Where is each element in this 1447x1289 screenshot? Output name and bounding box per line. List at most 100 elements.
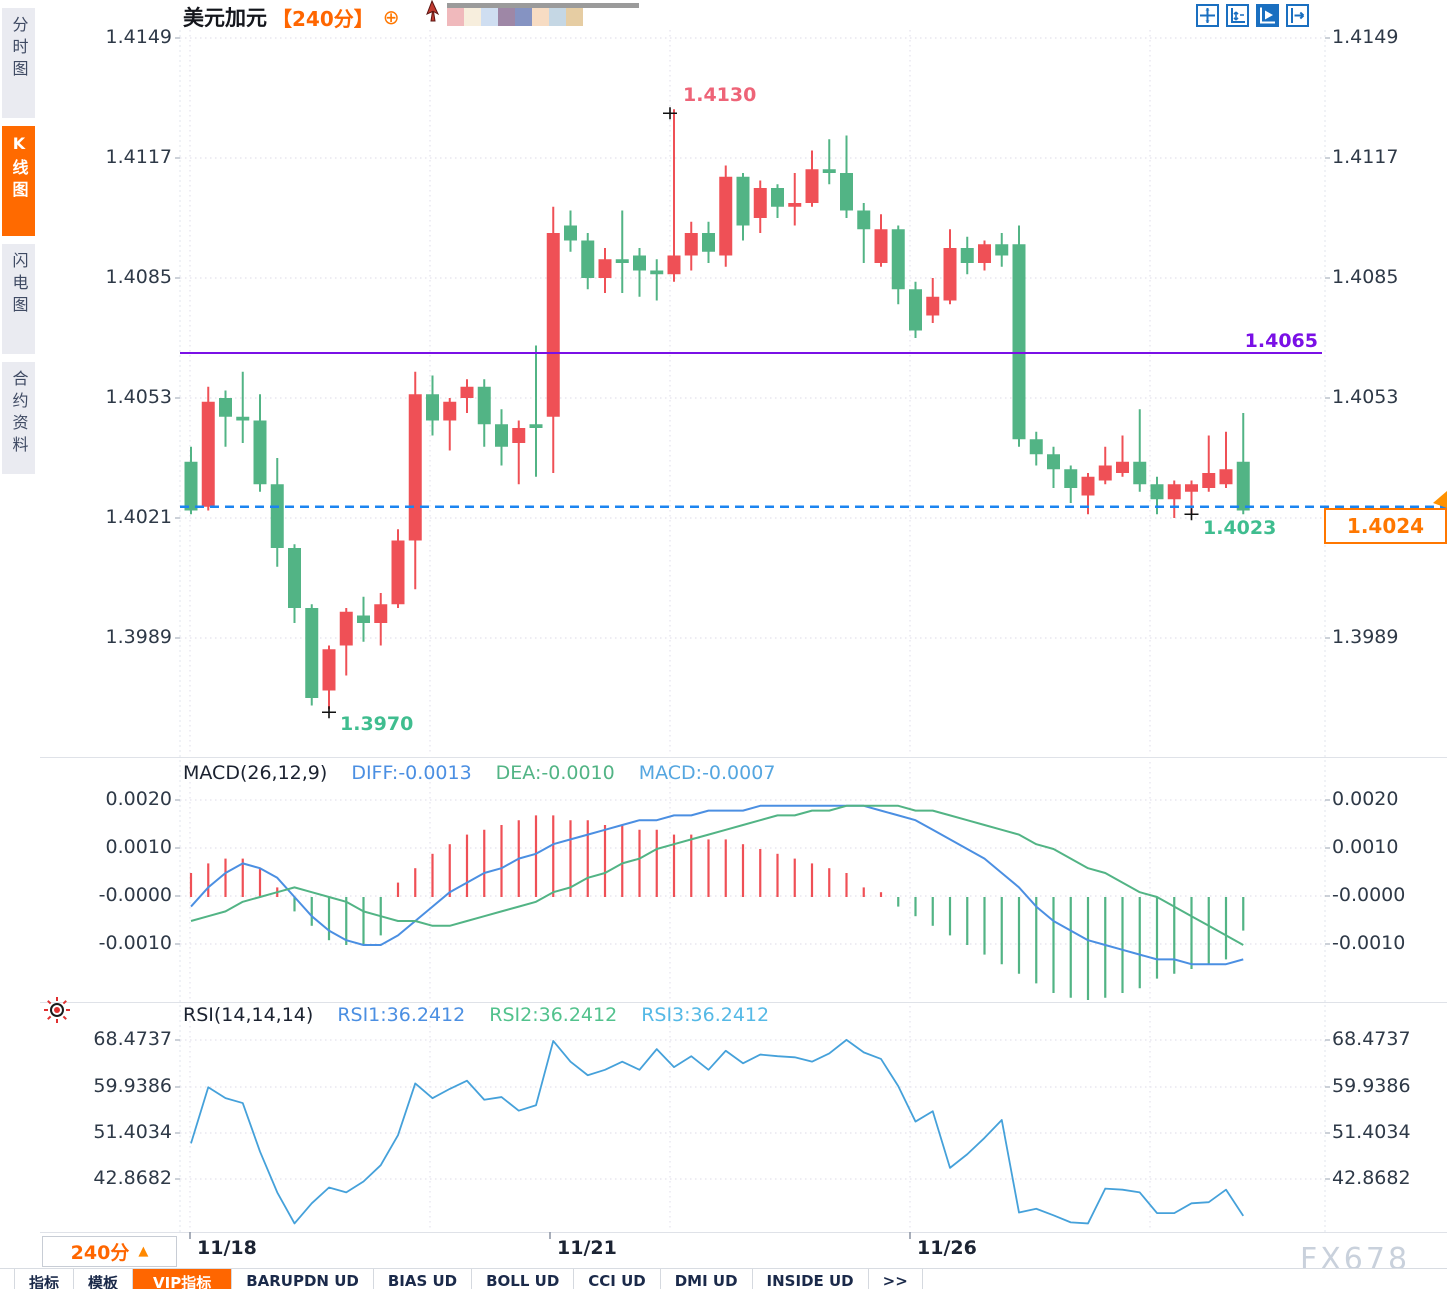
axis-label: 51.4034 xyxy=(1332,1121,1411,1143)
drawing-bar xyxy=(447,3,639,8)
chevron-up-icon: ▲ xyxy=(138,1244,149,1259)
color-swatch[interactable] xyxy=(549,8,566,26)
candle-body xyxy=(184,461,198,511)
axis-label: 0.0020 xyxy=(105,788,172,810)
axis-label: 51.4034 xyxy=(93,1121,172,1143)
axis-range-icon[interactable] xyxy=(1226,4,1249,27)
candle-body xyxy=(1150,484,1164,500)
bottom-tab-5[interactable]: BIAS UD xyxy=(374,1269,473,1289)
axis-label: 59.9386 xyxy=(1332,1075,1411,1097)
axis-label: 1.4149 xyxy=(105,26,172,48)
bottom-tab-7[interactable]: CCI UD xyxy=(574,1269,661,1289)
candle-body xyxy=(840,173,853,211)
candle-body xyxy=(1133,461,1147,485)
sidebar-tab-2[interactable]: K线图 xyxy=(2,126,35,236)
axis-label: 1.4085 xyxy=(105,266,172,288)
axis-label: 1.4085 xyxy=(1332,266,1399,288)
candle-body xyxy=(495,424,508,447)
current-price-box: 1.4024 xyxy=(1324,508,1447,544)
shift-right-icon[interactable] xyxy=(1286,4,1309,27)
candle-body xyxy=(564,225,577,241)
axis-label: 42.8682 xyxy=(1332,1167,1411,1189)
candle-body xyxy=(529,424,543,428)
candle-body xyxy=(1064,469,1078,488)
color-swatch[interactable] xyxy=(566,8,583,26)
macd-title: MACD(26,12,9) xyxy=(183,762,328,784)
rsi-line xyxy=(190,1038,1245,1225)
color-swatch[interactable] xyxy=(464,8,481,26)
candle-body xyxy=(1116,461,1129,473)
rsi3-value: RSI3:36.2412 xyxy=(641,1004,770,1026)
macd-dea-line xyxy=(190,804,1244,946)
link-circle-icon[interactable]: ⊕ xyxy=(382,5,400,29)
high-price-label: 1.4130 xyxy=(683,84,757,106)
candle-body xyxy=(615,259,629,263)
candle-body xyxy=(477,386,491,425)
candle-body xyxy=(702,233,715,252)
axis-label: 1.3989 xyxy=(1332,626,1399,648)
candle-body xyxy=(1098,465,1112,481)
period-tag[interactable]: 【240分】 xyxy=(272,6,374,31)
candle-body xyxy=(1029,439,1043,455)
axis-label: 1.4021 xyxy=(105,506,172,528)
candle-body xyxy=(288,548,301,608)
bottom-tab-10[interactable]: >> xyxy=(869,1269,923,1289)
rsi1-value: RSI1:36.2412 xyxy=(337,1004,466,1026)
indicator-color-swatches[interactable] xyxy=(447,8,583,26)
bottom-tab-8[interactable]: DMI UD xyxy=(661,1269,753,1289)
candle-body xyxy=(960,248,974,263)
color-swatch[interactable] xyxy=(532,8,549,26)
bottom-tab-9[interactable]: INSIDE UD xyxy=(753,1269,869,1289)
axis-label: 1.4053 xyxy=(1332,386,1399,408)
axis-label: -0.0010 xyxy=(98,932,172,954)
bottom-tab-3[interactable]: VIP指标 xyxy=(133,1269,233,1289)
candle-body xyxy=(874,229,888,263)
rsi2-value: RSI2:36.2412 xyxy=(489,1004,618,1026)
color-swatch[interactable] xyxy=(515,8,532,26)
candle-body xyxy=(357,615,370,623)
axis-label: -0.0010 xyxy=(1332,932,1406,954)
color-swatch[interactable] xyxy=(447,8,464,26)
auto-scale-play-icon[interactable] xyxy=(1256,4,1279,27)
bottom-tab-4[interactable]: BARUPDN UD xyxy=(232,1269,374,1289)
axis-label: 68.4737 xyxy=(1332,1028,1411,1050)
sidebar-tab-4[interactable]: 合约资料 xyxy=(2,362,35,474)
pan-crosshair-icon[interactable] xyxy=(1196,4,1219,27)
symbol-name: 美元加元 xyxy=(183,6,267,30)
macd-macd-value: MACD:-0.0007 xyxy=(638,762,776,784)
rsi-header: RSI(14,14,14) RSI1:36.2412 RSI2:36.2412 … xyxy=(183,1004,769,1026)
candle-body xyxy=(1202,473,1216,488)
candle-body xyxy=(753,188,767,218)
indicator-settings-sun-icon[interactable] xyxy=(43,996,71,1024)
axis-label: 1.4149 xyxy=(1332,26,1399,48)
bottom-tab-6[interactable]: BOLL UD xyxy=(472,1269,575,1289)
period-selector[interactable]: 240分 ▲ xyxy=(42,1236,177,1267)
cursor-arrow-icon xyxy=(426,0,440,22)
candle-body xyxy=(1219,469,1233,485)
bottom-tab-1[interactable]: 指标 xyxy=(14,1269,75,1289)
candle-body xyxy=(253,420,267,485)
bottom-tab-2[interactable]: 模板 xyxy=(74,1269,134,1289)
candle-body xyxy=(236,416,250,421)
candle-body xyxy=(546,233,560,417)
candle-body xyxy=(719,176,733,256)
candle-body xyxy=(943,248,957,301)
candle-body xyxy=(339,611,353,646)
candle-body xyxy=(408,394,422,541)
candle-body xyxy=(598,259,612,278)
macd-dea-value: DEA:-0.0010 xyxy=(495,762,615,784)
sidebar-tab-3[interactable]: 闪电图 xyxy=(2,244,35,354)
candle-body xyxy=(270,484,284,548)
candle-body xyxy=(909,289,922,331)
indicator-tab-bar: 指标 模板 VIP指标 BARUPDN UD BIAS UD BOLL UD CCI UD D… xyxy=(0,1268,1447,1289)
axis-label: 0.0010 xyxy=(105,836,172,858)
candle-body xyxy=(978,244,991,263)
color-swatch[interactable] xyxy=(481,8,498,26)
price-marker-cross xyxy=(1184,508,1199,521)
candle-body xyxy=(1185,484,1198,492)
sidebar-tab-1[interactable]: 分时图 xyxy=(2,8,35,118)
candle-body xyxy=(805,169,819,203)
color-swatch[interactable] xyxy=(498,8,515,26)
